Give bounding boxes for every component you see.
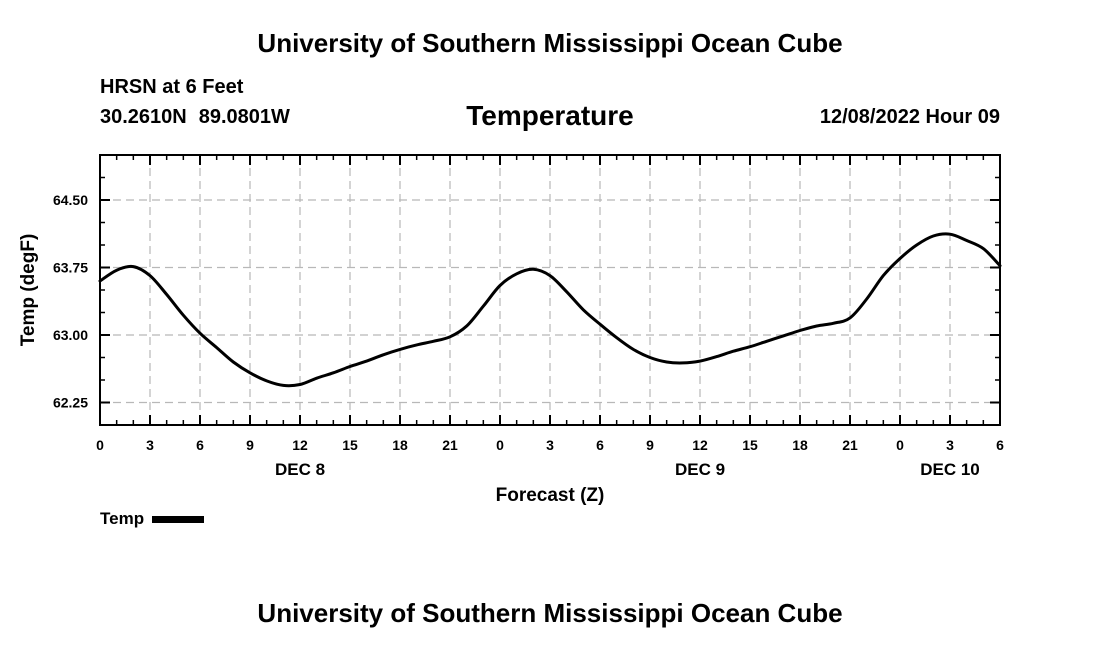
x-tick-label: 9 bbox=[646, 437, 654, 453]
longitude-value: 89.0801W bbox=[198, 106, 290, 128]
x-tick-label: 12 bbox=[292, 437, 308, 453]
station-label: HRSN at 6 Feet bbox=[100, 76, 244, 98]
x-tick-label: 3 bbox=[946, 437, 954, 453]
date-label: DEC 10 bbox=[920, 460, 980, 479]
x-tick-label: 12 bbox=[692, 437, 708, 453]
x-tick-label: 3 bbox=[546, 437, 554, 453]
grid-lines bbox=[100, 155, 1000, 425]
y-tick-label: 64.50 bbox=[53, 192, 88, 208]
legend-line-swatch bbox=[152, 515, 205, 523]
x-tick-label: 6 bbox=[196, 437, 204, 453]
x-tick-label: 6 bbox=[996, 437, 1004, 453]
chart-title: Temperature bbox=[466, 100, 634, 131]
date-labels: DEC 8 DEC 9 DEC 10 bbox=[275, 460, 980, 479]
x-tick-label: 3 bbox=[146, 437, 154, 453]
x-tick-label: 15 bbox=[342, 437, 358, 453]
x-axis-label: Forecast (Z) bbox=[496, 485, 605, 506]
legend-label: Temp bbox=[100, 509, 145, 528]
x-tick-label: 21 bbox=[442, 437, 458, 453]
forecast-timestamp: 12/08/2022 Hour 09 bbox=[819, 106, 1000, 128]
x-tick-label: 18 bbox=[792, 437, 808, 453]
x-tick-label: 15 bbox=[742, 437, 758, 453]
series-line-temp bbox=[98, 232, 1002, 388]
x-tick-label: 0 bbox=[96, 437, 104, 453]
legend: Temp bbox=[100, 509, 205, 529]
date-label: DEC 9 bbox=[675, 460, 725, 479]
date-label: DEC 8 bbox=[275, 460, 325, 479]
y-tick-label: 63.75 bbox=[53, 260, 88, 276]
x-tick-label: 6 bbox=[596, 437, 604, 453]
x-tick-label: 0 bbox=[896, 437, 904, 453]
y-tick-label: 63.00 bbox=[53, 327, 88, 343]
x-tick-label: 0 bbox=[496, 437, 504, 453]
station-coordinates: 30.2610N 89.0801W bbox=[100, 106, 290, 129]
y-axis-label: Temp (degF) bbox=[18, 234, 39, 347]
series-layer bbox=[98, 232, 1002, 388]
x-tick-label: 21 bbox=[842, 437, 858, 453]
y-tick-label: 62.25 bbox=[53, 395, 88, 411]
footer-title: University of Southern Mississippi Ocean… bbox=[257, 598, 843, 628]
x-tick-label: 18 bbox=[392, 437, 408, 453]
x-axis: 0 3 6 9 12 15 18 21 0 3 6 9 12 15 18 21 0 3 6 bbox=[96, 155, 1004, 453]
page-title: University of Southern Mississippi Ocean… bbox=[257, 28, 843, 58]
y-axis: 62.25 63.00 63.75 64.50 bbox=[53, 154, 1000, 426]
latitude-value: 30.2610N bbox=[100, 106, 187, 128]
x-tick-label: 9 bbox=[246, 437, 254, 453]
